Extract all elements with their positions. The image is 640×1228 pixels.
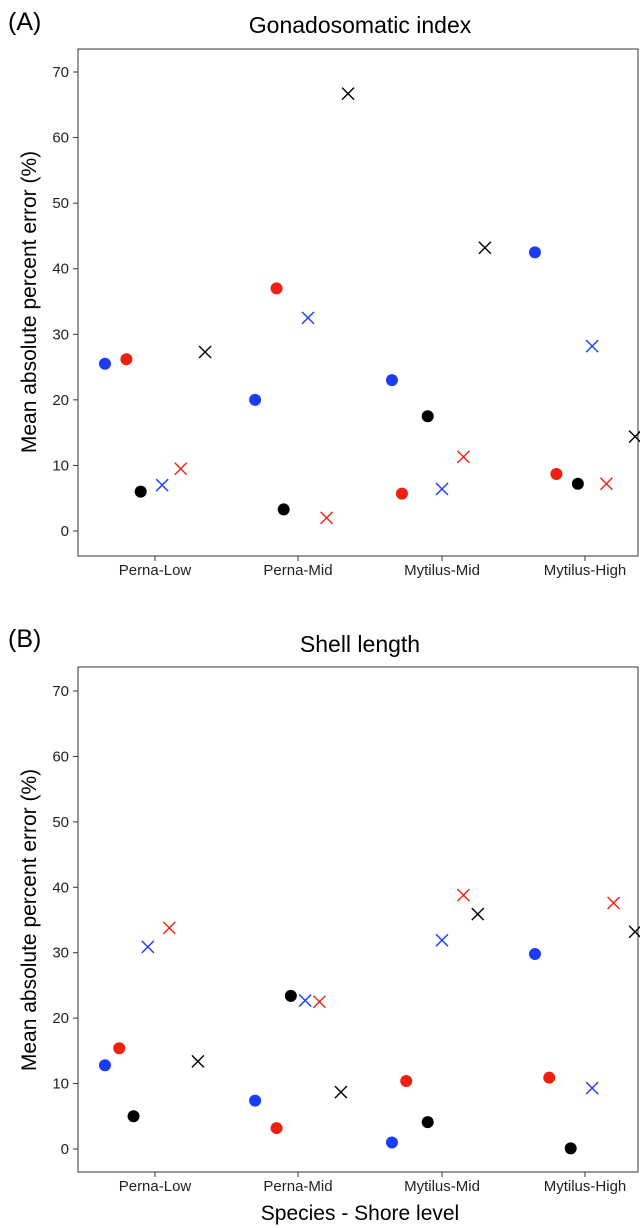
panel-a-x-tick-label: Mytilus-Mid [404, 562, 480, 579]
panel-b-x-tick-label: Perna-Low [119, 1178, 192, 1195]
panel-b-point-circle [400, 1074, 413, 1087]
panel-a-point-cross [599, 477, 613, 491]
panel-a-y-tick-label: 30 [52, 326, 69, 343]
panel-a-point-cross [628, 430, 640, 444]
panel-b-point-cross [191, 1054, 205, 1068]
panel-b-point-cross [471, 907, 485, 921]
panel-a-point-cross [585, 339, 599, 353]
panel-b-point-cross [312, 995, 326, 1009]
panel-a-point-circle [120, 353, 133, 366]
panel-a-point-circle [385, 374, 398, 387]
panel-b-y-tick-label: 30 [52, 945, 69, 962]
panel-b-y-tick-label: 0 [61, 1141, 69, 1158]
panel-b-point-circle [113, 1042, 126, 1055]
panel-a-x-tick-label: Perna-Mid [263, 562, 332, 579]
panel-b-tag: (B) [8, 625, 41, 653]
panel-a-y-tick-label: 20 [52, 392, 69, 409]
panel-a-point-cross [341, 87, 355, 101]
panel-b-point-circle [127, 1110, 140, 1123]
panel-b-point-cross [435, 933, 449, 947]
panel-b-point-cross [298, 993, 312, 1007]
panel-a-axes: 0 10 20 30 40 50 60 70 Perna-Low Perna-Mid Mytilus… [52, 64, 626, 579]
panel-a-point-circle [395, 487, 408, 500]
panel-b-y-tick-label: 60 [52, 748, 69, 765]
panel-a-point-cross [174, 462, 188, 476]
panel-b-point-circle [421, 1116, 434, 1129]
panel-b-point-cross [334, 1085, 348, 1099]
panel-a-y-tick-label: 40 [52, 261, 69, 278]
panel-b-point-cross [162, 921, 176, 935]
panel-b-point-cross [607, 896, 621, 910]
panel-a-title: Gonadosomatic index [249, 12, 472, 38]
panel-a-point-cross [198, 345, 212, 359]
panel-b-y-axis-label: Mean absolute percent error (%) [18, 769, 41, 1071]
panel-a-y-tick-label: 0 [61, 523, 69, 540]
panel-b-y-tick-label: 40 [52, 879, 69, 896]
panel-b-point-cross [456, 888, 470, 902]
panel-b-title: Shell length [300, 631, 420, 657]
panel-b-point-circle [249, 1094, 262, 1107]
panel-b-point-cross [141, 940, 155, 954]
panel-a-point-circle [550, 467, 563, 480]
panel-a-point-circle [421, 410, 434, 423]
panel-a: (A) Gonadosomatic index Mean absolute pe… [8, 8, 640, 579]
panel-b-point-circle [270, 1122, 283, 1135]
panel-a-y-tick-label: 60 [52, 130, 69, 147]
panel-a-x-tick-label: Mytilus-High [544, 562, 627, 579]
panel-a-point-cross [320, 511, 334, 525]
panel-b-plot-area [77, 666, 639, 1173]
panel-b-x-axis-label: Species - Shore level [261, 1202, 459, 1225]
panel-a-tag: (A) [8, 8, 41, 36]
panel-b-point-circle [385, 1136, 398, 1149]
panel-b-y-tick-label: 50 [52, 814, 69, 831]
panel-b-point-circle [528, 948, 541, 961]
panel-b-point-circle [98, 1059, 111, 1072]
panel-a-point-circle [134, 485, 147, 498]
panel-a-y-tick-label: 10 [52, 457, 69, 474]
panel-b-point-circle [543, 1071, 556, 1084]
panel-b-y-tick-label: 20 [52, 1010, 69, 1027]
panel-a-point-circle [528, 246, 541, 259]
panel-a-marks [98, 87, 640, 525]
panel-a-point-circle [249, 393, 262, 406]
panel-a-y-tick-label: 50 [52, 195, 69, 212]
panel-b-x-tick-label: Mytilus-Mid [404, 1178, 480, 1195]
panel-b-marks [98, 888, 640, 1155]
panel-a-point-circle [571, 477, 584, 490]
panel-a-plot-area [77, 48, 639, 557]
panel-b-point-circle [564, 1142, 577, 1155]
panel-b-point-cross [585, 1081, 599, 1095]
panel-b: (B) Shell length Mean absolute percent e… [8, 625, 640, 1225]
panel-a-point-cross [155, 478, 169, 492]
panel-a-point-cross [435, 482, 449, 496]
panel-b-y-tick-label: 10 [52, 1076, 69, 1093]
panel-a-x-tick-label: Perna-Low [119, 562, 192, 579]
panel-a-point-circle [270, 282, 283, 295]
panel-a-y-tick-label: 70 [52, 64, 69, 81]
panel-a-point-circle [277, 503, 290, 516]
panel-a-point-circle [98, 357, 111, 370]
panel-b-point-cross [628, 925, 640, 939]
panel-a-y-axis-label: Mean absolute percent error (%) [18, 151, 41, 453]
panel-b-x-tick-label: Mytilus-High [544, 1178, 627, 1195]
panel-a-point-cross [478, 241, 492, 255]
panel-b-axes: 0 10 20 30 40 50 60 70 Perna-Low Perna-Mid Mytilus… [52, 683, 626, 1195]
panel-a-point-cross [456, 450, 470, 464]
panel-b-y-tick-label: 70 [52, 683, 69, 700]
panel-a-point-cross [301, 311, 315, 325]
panel-b-x-tick-label: Perna-Mid [263, 1178, 332, 1195]
panel-b-point-circle [284, 989, 297, 1002]
